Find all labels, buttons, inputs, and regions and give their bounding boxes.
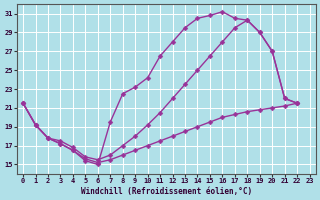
- X-axis label: Windchill (Refroidissement éolien,°C): Windchill (Refroidissement éolien,°C): [81, 187, 252, 196]
